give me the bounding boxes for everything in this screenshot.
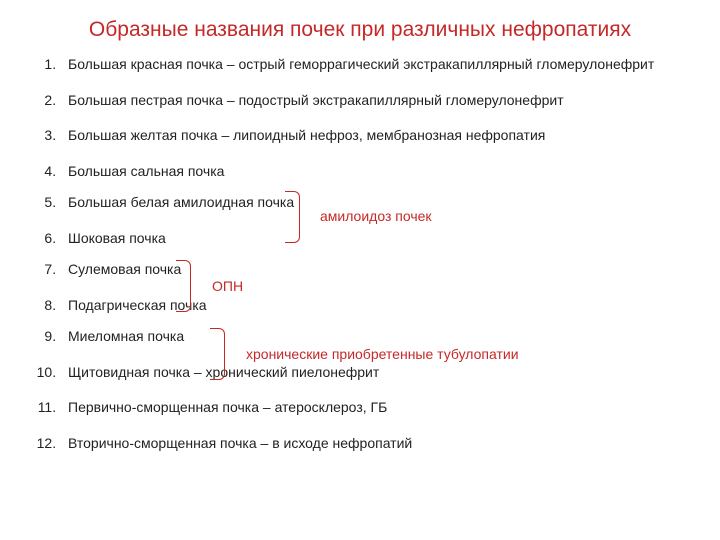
list-item: Большая сальная почка <box>60 163 696 181</box>
slide-title: Образные названия почек при различных не… <box>24 18 696 42</box>
list-item: Шоковая почка <box>60 230 696 248</box>
list-item: Большая пестрая почка – подострый экстра… <box>60 92 696 110</box>
bracket-icon <box>176 260 191 312</box>
list-item: Большая желтая почка – липоидный нефроз,… <box>60 127 696 145</box>
list-item: Большая красная почка – острый геморраги… <box>60 56 696 74</box>
list-item: Щитовидная почка – хронический пиелонефр… <box>60 364 696 382</box>
list-item: Подагрическая почка <box>60 297 696 315</box>
bracket-icon <box>285 191 300 243</box>
list-item: Сулемовая почка <box>60 261 696 279</box>
annotation-label: ОПН <box>212 278 243 294</box>
annotation-label: хронические приобретенные тубулопатии <box>246 346 519 362</box>
annotation-label: амилоидоз почек <box>320 208 432 224</box>
numbered-list: Большая красная почка – острый геморраги… <box>24 56 696 452</box>
list-item: Миеломная почка <box>60 328 696 346</box>
list-item: Первично-сморщенная почка – атеросклероз… <box>60 399 696 417</box>
bracket-icon <box>210 328 225 380</box>
slide: Образные названия почек при различных не… <box>0 0 720 540</box>
list-item: Вторично-сморщенная почка – в исходе неф… <box>60 435 696 453</box>
